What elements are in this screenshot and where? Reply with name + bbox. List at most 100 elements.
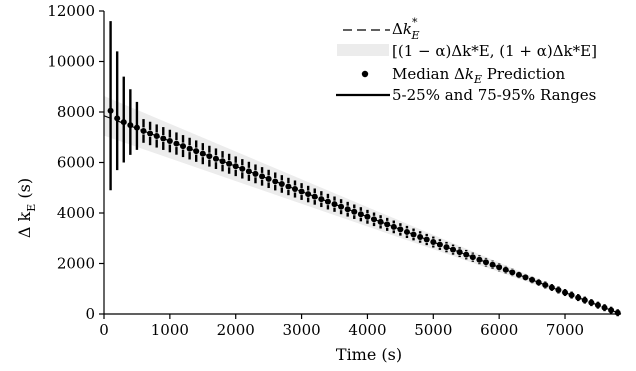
median-point <box>581 297 588 304</box>
median-point <box>127 122 134 129</box>
x-axis-title: Time (s) <box>336 345 402 364</box>
median-point <box>377 218 384 225</box>
median-point <box>245 168 252 175</box>
median-point <box>232 163 239 170</box>
legend-dashed-line-label: Δk* E <box>392 16 419 42</box>
median-point <box>351 208 358 215</box>
median-point <box>588 299 595 306</box>
median-point <box>259 173 266 180</box>
median-point <box>285 183 292 190</box>
median-point <box>450 246 457 253</box>
median-point <box>568 292 575 299</box>
median-point <box>542 281 549 288</box>
y-tick-label: 2000 <box>57 255 95 273</box>
median-point <box>199 150 206 157</box>
median-point <box>509 269 516 276</box>
legend: Δk* E [(1 − α)Δk*E, (1 + α)Δk*E] Median Δ… <box>336 16 597 104</box>
median-point <box>252 170 259 177</box>
median-point <box>417 233 424 240</box>
x-tick-label: 0 <box>99 321 109 339</box>
median-point <box>180 143 187 150</box>
x-tick-label: 5000 <box>414 321 452 339</box>
median-point <box>160 135 167 142</box>
x-tick-label: 3000 <box>282 321 320 339</box>
median-point <box>410 231 417 238</box>
median-point <box>173 140 180 147</box>
median-point <box>548 284 555 291</box>
median-point <box>226 160 233 167</box>
y-axis-title-sub: E <box>25 204 38 212</box>
median-point <box>120 119 127 126</box>
legend-band-label: [(1 − α)Δk*E, (1 + α)Δk*E] <box>392 42 597 60</box>
median-point <box>153 132 160 139</box>
median-point <box>364 213 371 220</box>
legend-median-label: Median ΔkE Prediction <box>392 65 566 86</box>
median-point <box>575 294 582 301</box>
median-point <box>436 241 443 248</box>
median-point <box>311 193 318 200</box>
median-point <box>496 264 503 271</box>
y-axis-title-unit: (s) <box>15 178 34 204</box>
median-point <box>186 145 193 152</box>
median-point <box>278 180 285 187</box>
median-point <box>344 206 351 213</box>
y-tick-label: 6000 <box>57 154 95 172</box>
median-point <box>489 261 496 268</box>
y-tick-label: 8000 <box>57 103 95 121</box>
median-point <box>166 138 173 145</box>
median-point <box>594 302 601 309</box>
median-point <box>397 226 404 233</box>
median-point <box>515 271 522 278</box>
median-point <box>133 124 140 131</box>
median-point <box>535 279 542 286</box>
band-area <box>104 95 621 314</box>
median-point <box>403 228 410 235</box>
median-point <box>107 107 114 114</box>
median-point <box>140 127 147 134</box>
median-point <box>555 287 562 294</box>
y-tick-label: 12000 <box>47 2 95 20</box>
legend-ranges-label: 5-25% and 75-95% Ranges <box>392 86 596 104</box>
median-point <box>239 165 246 172</box>
y-axis-title: Δ kE (s) <box>15 178 38 238</box>
median-point <box>193 148 200 155</box>
median-point <box>463 251 470 258</box>
median-point <box>614 309 621 316</box>
median-point <box>529 276 536 283</box>
median-point <box>562 289 569 296</box>
y-tick-label: 10000 <box>47 53 95 71</box>
median-point <box>265 175 272 182</box>
median-point <box>298 188 305 195</box>
ticks: 0 1000 2000 3000 4000 5000 6000 7000 0 2000 4000 60… <box>47 2 584 339</box>
median-point <box>206 153 213 160</box>
median-point <box>338 203 345 210</box>
median-point <box>291 186 298 193</box>
median-point <box>305 191 312 198</box>
median-point <box>601 304 608 311</box>
median-point <box>212 155 219 162</box>
median-point <box>114 115 121 122</box>
median-point <box>272 178 279 185</box>
median-point <box>390 223 397 230</box>
median-point <box>219 158 226 165</box>
median-point <box>502 266 509 273</box>
median-point <box>430 239 437 246</box>
x-tick-label: 4000 <box>348 321 386 339</box>
median-point <box>423 236 430 243</box>
y-axis-title-main: Δ k <box>15 211 34 238</box>
legend-band-swatch <box>337 44 389 56</box>
median-point <box>443 244 450 251</box>
x-tick-label: 7000 <box>546 321 584 339</box>
x-tick-label: 6000 <box>480 321 518 339</box>
median-point <box>608 307 615 314</box>
legend-median-swatch <box>361 70 369 78</box>
median-point <box>469 254 476 261</box>
median-point <box>357 211 364 218</box>
median-point <box>318 196 325 203</box>
y-tick-label: 0 <box>85 305 95 323</box>
median-point <box>324 198 331 205</box>
median-point <box>522 274 529 281</box>
median-point <box>476 256 483 263</box>
median-point <box>384 221 391 228</box>
